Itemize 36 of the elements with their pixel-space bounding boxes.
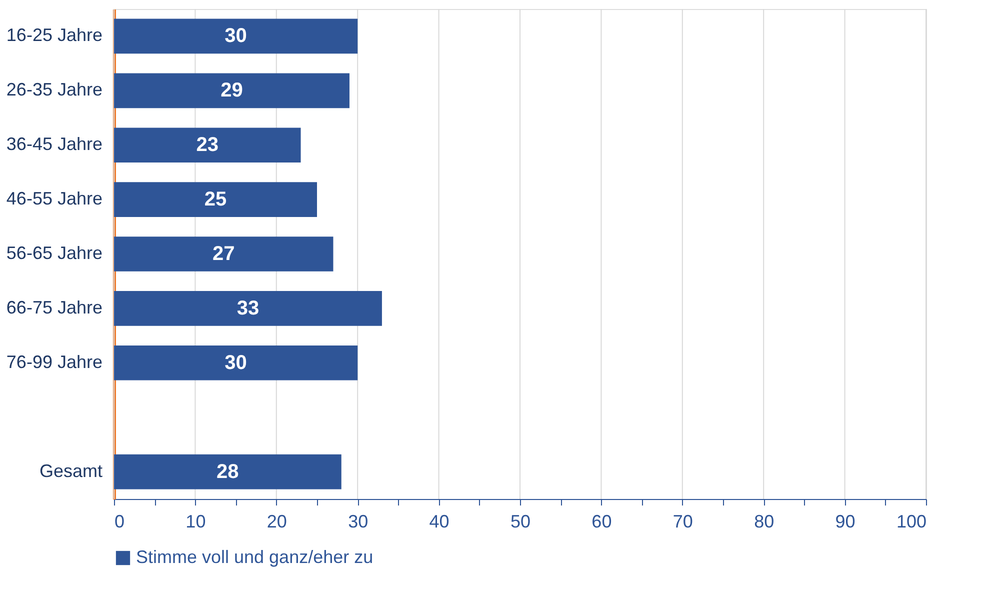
x-tick-label: 0: [114, 512, 125, 532]
y-tick-label: 66-75 Jahre: [6, 297, 102, 318]
bar: [114, 236, 334, 272]
x-tick-label: 10: [186, 512, 206, 532]
y-tick-label: 46-55 Jahre: [6, 188, 102, 209]
x-tick-label: 80: [754, 512, 774, 532]
y-tick-label: 76-99 Jahre: [6, 352, 102, 372]
data-label: 23: [196, 134, 219, 156]
bar: [114, 454, 342, 490]
y-tick-label: 16-25 Jahre: [6, 25, 102, 46]
x-tick-label: 40: [429, 512, 450, 532]
x-tick-label: 90: [835, 512, 856, 532]
x-tick-label: 60: [592, 512, 612, 532]
bar: [114, 182, 317, 217]
bar: [114, 345, 358, 380]
data-label: 30: [224, 25, 247, 48]
bar: [114, 73, 350, 108]
y-tick-label: 26-35 Jahre: [6, 80, 102, 100]
bar: [114, 128, 301, 163]
x-tick-label: 30: [348, 512, 368, 532]
legend-label: Stimme voll und ganz/eher zu: [136, 547, 374, 567]
x-tick-label: 50: [510, 512, 531, 532]
data-label: 30: [224, 352, 247, 374]
data-label: 29: [220, 80, 243, 102]
bar: [114, 291, 382, 326]
x-tick-label: 100: [896, 512, 926, 532]
data-label: 33: [236, 297, 260, 320]
x-tick-label: 20: [266, 512, 287, 532]
data-label: 28: [216, 460, 239, 483]
data-label: 27: [212, 243, 235, 265]
y-tick-label: 56-65 Jahre: [6, 243, 102, 263]
data-label: 25: [204, 188, 227, 211]
x-tick-label: 70: [672, 512, 693, 532]
bar: [114, 18, 358, 54]
y-tick-label: 36-45 Jahre: [6, 134, 102, 154]
y-tick-label: Gesamt: [39, 460, 102, 481]
